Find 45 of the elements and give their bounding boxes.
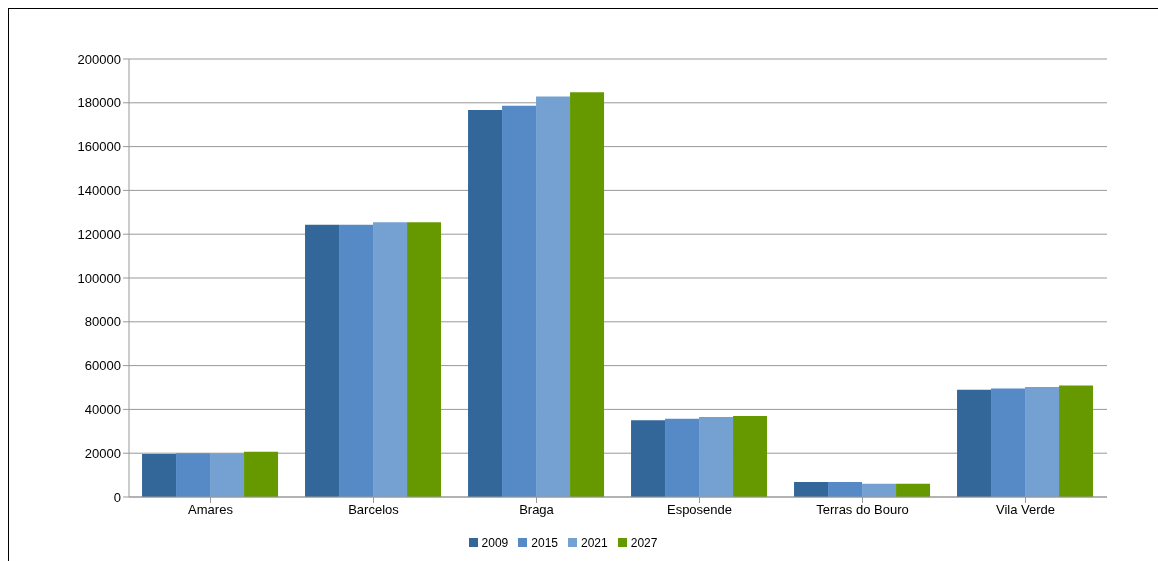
legend-label: 2009 [481, 536, 509, 550]
bar [210, 453, 245, 497]
x-tick-label: Amares [188, 502, 234, 518]
bar [1059, 385, 1094, 497]
bar [373, 222, 408, 497]
bar [828, 482, 863, 497]
bar [665, 418, 700, 497]
y-tick-label: 100000 [77, 270, 121, 286]
bar [176, 453, 211, 497]
y-tick-label: 140000 [77, 183, 121, 199]
x-tick-label: Barcelos [348, 502, 400, 518]
bar [991, 388, 1026, 497]
bar [957, 389, 992, 497]
y-tick-label: 0 [113, 489, 121, 505]
y-tick-label: 40000 [84, 402, 121, 418]
bar [1025, 387, 1060, 497]
y-tick-label: 160000 [77, 139, 121, 155]
bar [733, 415, 768, 497]
y-tick-label: 60000 [84, 358, 121, 374]
legend-label: 2015 [531, 536, 558, 550]
bar [699, 417, 734, 497]
y-tick-label: 80000 [84, 314, 121, 330]
bar [794, 482, 829, 497]
bar [631, 420, 666, 497]
bar [896, 483, 931, 497]
x-tick-label: Terras do Bouro [816, 502, 909, 518]
bar [305, 224, 340, 497]
bar [142, 454, 177, 497]
bar [502, 105, 537, 497]
y-tick-label: 180000 [77, 95, 121, 111]
legend-label: 2027 [630, 536, 658, 550]
bar [468, 110, 503, 497]
bar [339, 224, 374, 497]
bar [536, 96, 571, 497]
x-tick-label: Braga [519, 502, 555, 518]
y-tick-label: 200000 [77, 51, 121, 67]
bar [244, 451, 279, 497]
bar [407, 222, 442, 497]
x-tick-label: Vila Verde [995, 502, 1056, 518]
legend-label: 2021 [581, 536, 608, 550]
y-tick-label: 120000 [77, 226, 121, 242]
bar [862, 483, 897, 497]
bar [570, 92, 605, 497]
y-tick-label: 20000 [84, 445, 121, 461]
x-tick-label: Esposende [666, 502, 733, 518]
